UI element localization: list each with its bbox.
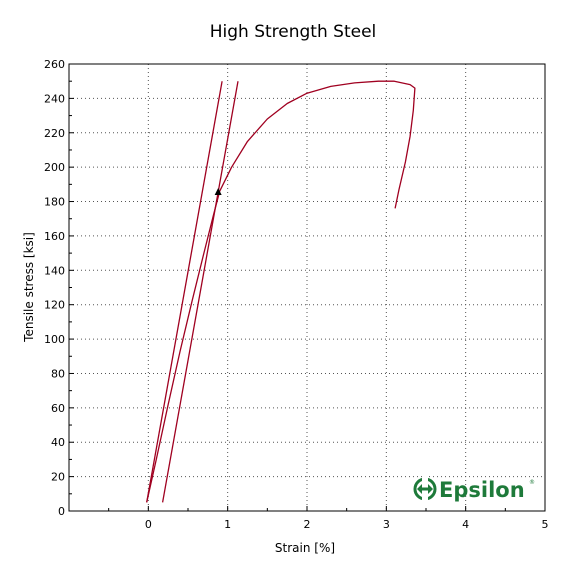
y-tick-label: 120 (44, 299, 65, 312)
x-tick-label: 2 (304, 518, 311, 531)
y-tick-label: 40 (51, 436, 65, 449)
x-tick-label: 0 (145, 518, 152, 531)
x-tick-label: 3 (383, 518, 390, 531)
series-line-2 (146, 81, 223, 503)
registered-mark: ® (529, 479, 535, 486)
x-axis-label: Strain [%] (275, 541, 335, 555)
epsilon-logo: Epsilon ® (413, 476, 535, 502)
y-tick-label: 160 (44, 230, 65, 243)
y-axis-label: Tensile stress [ksi] (22, 232, 36, 343)
series-line-3 (161, 81, 239, 503)
x-tick-label: 1 (224, 518, 231, 531)
y-tick-label: 140 (44, 264, 65, 277)
y-tick-label: 80 (51, 367, 65, 380)
marker-layer (214, 187, 222, 195)
y-tick-label: 100 (44, 333, 65, 346)
epsilon-logo-text: Epsilon (439, 478, 525, 502)
grid (69, 64, 545, 511)
y-tick-label: 180 (44, 196, 65, 209)
y-tick-label: 0 (58, 505, 65, 518)
y-tick-label: 260 (44, 58, 65, 71)
plot-frame (68, 63, 546, 512)
y-tick-label: 220 (44, 127, 65, 140)
y-tick-label: 240 (44, 92, 65, 105)
chart-title: High Strength Steel (210, 22, 377, 42)
y-tick-label: 20 (51, 471, 65, 484)
y-tick-label: 200 (44, 161, 65, 174)
x-tick-label: 4 (462, 518, 469, 531)
yield-point-marker (214, 187, 222, 195)
series-layer (146, 80, 416, 503)
x-tick-label: 5 (542, 518, 549, 531)
epsilon-logo-icon (413, 476, 437, 502)
axis-ticks: 0 1 2 3 4 5 0 20 40 60 80 100 120 140 160 180 200 220 240 2… (44, 58, 549, 531)
y-tick-label: 60 (51, 402, 65, 415)
series-line-1 (146, 80, 416, 503)
